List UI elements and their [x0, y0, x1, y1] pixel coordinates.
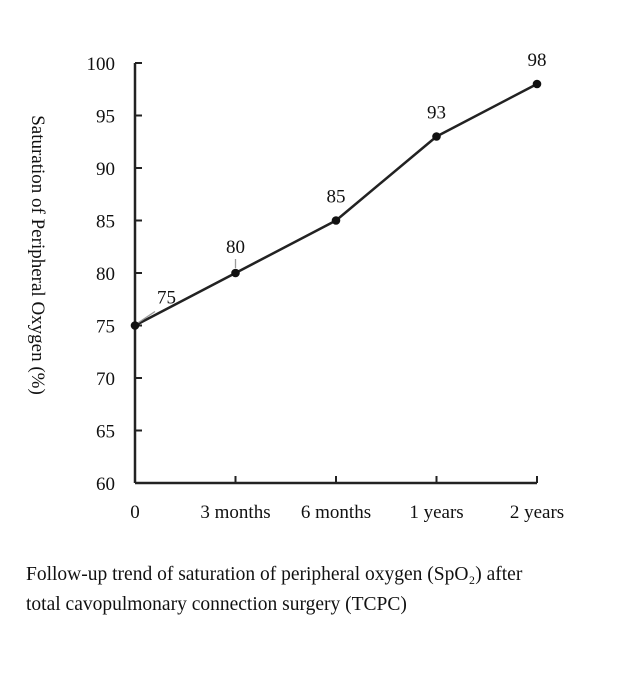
data-label: 93 — [427, 103, 446, 124]
data-point — [130, 321, 140, 330]
y-tick-label: 70 — [96, 369, 115, 390]
x-axis: 0 3 months 6 months 1 years 2 years — [130, 476, 564, 523]
data-point — [331, 216, 341, 225]
y-tick-label: 95 — [96, 107, 115, 128]
data-point — [432, 132, 441, 141]
y-tick-label: 80 — [96, 264, 115, 285]
caption-line-1: Follow-up trend of saturation of periphe… — [26, 564, 523, 585]
data-label: 98 — [528, 50, 547, 71]
y-tick-label: 90 — [96, 159, 115, 180]
y-tick-label: 100 — [87, 54, 116, 75]
data-label: 80 — [226, 237, 245, 258]
caption-line-2: total cavopulmonary connection surgery (… — [26, 594, 407, 615]
data-point — [231, 268, 240, 278]
line-chart: 60 65 70 75 80 85 90 95 100 0 3 months 6 months 1 y… — [27, 50, 564, 523]
x-tick-label: 3 months — [200, 502, 270, 523]
y-tick-label: 60 — [96, 474, 115, 495]
series-line-group: 75 80 85 93 98 — [130, 50, 547, 330]
y-tick-label: 85 — [96, 212, 115, 233]
x-tick-label: 2 years — [510, 502, 564, 523]
y-tick-label: 75 — [96, 317, 115, 338]
y-tick-label: 65 — [96, 422, 115, 443]
figure-caption: Follow-up trend of saturation of periphe… — [26, 560, 626, 620]
y-axis-title: Saturation of Peripheral Oxygen (%) — [27, 115, 48, 395]
data-label-leader — [136, 310, 156, 325]
x-tick-label: 6 months — [301, 502, 371, 523]
x-tick-label: 0 — [130, 502, 140, 523]
data-label: 75 — [157, 288, 176, 309]
y-axis: 60 65 70 75 80 85 90 95 100 — [87, 54, 142, 495]
x-tick-label: 1 years — [409, 502, 463, 523]
data-point — [532, 79, 542, 89]
data-label: 85 — [327, 187, 346, 208]
